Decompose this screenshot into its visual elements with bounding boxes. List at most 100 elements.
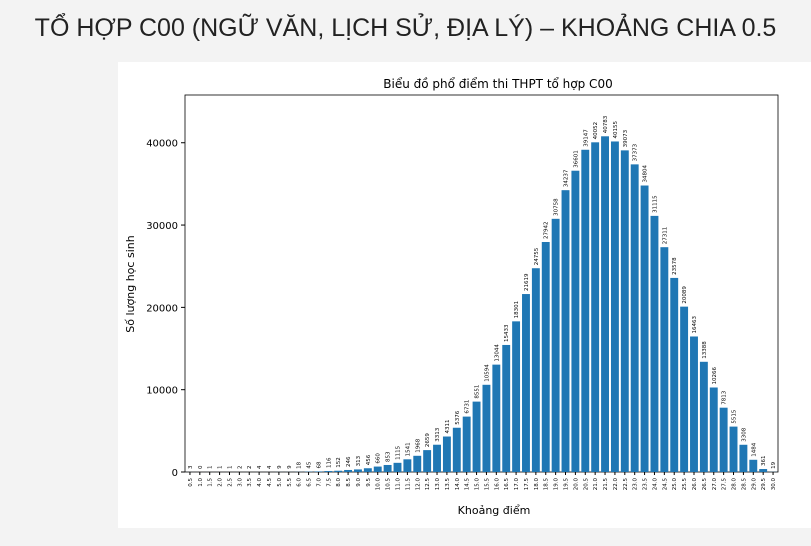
x-tick-label: 6.0 <box>297 478 303 487</box>
bar <box>423 450 432 472</box>
value-label: 10266 <box>712 366 718 384</box>
value-label: 18 <box>297 461 303 468</box>
bar <box>314 471 323 472</box>
x-tick-label: 14.5 <box>465 478 471 491</box>
bar <box>571 170 580 473</box>
value-label: 5515 <box>732 409 738 423</box>
x-tick-label: 29.5 <box>761 478 767 491</box>
value-label: 456 <box>366 454 372 465</box>
bar <box>620 150 629 472</box>
x-tick-label: 2.0 <box>218 478 224 487</box>
value-label: 36601 <box>573 150 579 168</box>
value-label: 6731 <box>465 400 471 414</box>
bar <box>512 321 521 472</box>
value-label: 9 <box>287 465 293 469</box>
bar <box>531 268 540 472</box>
bar <box>502 344 511 472</box>
x-tick-label: 15.0 <box>475 478 481 491</box>
bar <box>581 149 590 472</box>
chart-title: Biểu đồ phổ điểm thi THPT tổ hợp C00 <box>383 77 612 91</box>
value-label: 5376 <box>455 410 461 424</box>
bar <box>393 462 402 472</box>
x-tick-label: 8.0 <box>336 478 342 487</box>
bar <box>433 444 441 472</box>
value-label: 18301 <box>514 301 520 319</box>
value-label: 246 <box>346 456 352 467</box>
value-label: 10594 <box>484 364 490 382</box>
value-label: 40783 <box>603 115 609 133</box>
value-label: 40155 <box>613 120 619 138</box>
x-tick-label: 23.0 <box>633 478 639 491</box>
plot-frame <box>184 94 779 473</box>
x-tick-label: 13.5 <box>445 478 451 491</box>
x-tick-label: 26.5 <box>702 478 708 491</box>
y-axis-label: Số lượng học sinh <box>124 235 137 332</box>
bar <box>462 416 471 472</box>
bar <box>739 444 748 472</box>
bar <box>482 384 491 472</box>
x-tick-label: 12.0 <box>415 478 421 491</box>
x-tick-label: 15.5 <box>484 478 490 491</box>
value-label: 1115 <box>395 445 401 459</box>
x-tick-label: 19.5 <box>564 478 570 491</box>
bar <box>442 436 451 472</box>
value-label: 3308 <box>741 427 747 441</box>
bar <box>640 185 649 472</box>
value-label: 1968 <box>415 438 421 452</box>
value-label: 2659 <box>425 433 431 447</box>
value-label: 30758 <box>554 198 560 216</box>
bar <box>610 141 619 472</box>
bar <box>373 466 382 472</box>
x-tick-label: 1.5 <box>208 478 214 487</box>
value-label: 1 <box>227 465 233 469</box>
value-label: 0 <box>198 465 204 469</box>
x-tick-label: 20.5 <box>583 478 589 491</box>
bar <box>699 361 708 472</box>
x-tick-label: 27.0 <box>712 478 718 491</box>
bar <box>591 142 600 472</box>
value-label: 1484 <box>751 442 757 456</box>
value-label: 13388 <box>702 341 708 359</box>
bar <box>630 164 639 472</box>
bar <box>541 241 550 472</box>
x-tick-label: 6.5 <box>307 478 313 487</box>
value-label: 31115 <box>652 195 658 213</box>
x-tick-label: 11.5 <box>405 478 411 491</box>
value-label: 27942 <box>544 221 550 239</box>
value-label: 24755 <box>534 247 540 265</box>
x-tick-label: 9.5 <box>366 478 372 487</box>
value-label: 313 <box>356 455 362 466</box>
x-tick-label: 17.5 <box>524 478 530 491</box>
x-tick-label: 2.5 <box>227 478 233 487</box>
x-tick-label: 7.5 <box>326 478 332 487</box>
bar <box>670 277 679 472</box>
bar <box>403 459 412 472</box>
value-label: 3313 <box>435 427 441 441</box>
x-tick-label: 9.0 <box>356 478 362 487</box>
value-label: 4 <box>257 465 263 469</box>
bar <box>660 247 669 472</box>
value-label: 27311 <box>662 227 668 245</box>
chart: Biểu đồ phổ điểm thi THPT tổ hợp C00 Kho… <box>118 62 811 528</box>
x-tick-label: 0.5 <box>188 478 194 487</box>
x-tick-label: 17.0 <box>514 478 520 491</box>
bar <box>413 455 422 472</box>
x-tick-label: 3.0 <box>237 478 243 487</box>
value-label: 853 <box>386 451 392 462</box>
x-tick-label: 24.5 <box>662 478 668 491</box>
x-tick-label: 22.5 <box>623 478 629 491</box>
bar <box>354 469 362 472</box>
x-axis-label: Khoảng điểm <box>458 504 531 517</box>
x-tick-label: 5.5 <box>287 478 293 487</box>
x-tick-label: 11.0 <box>395 478 401 491</box>
x-tick-label: 18.0 <box>534 478 540 491</box>
y-tick-label: 0 <box>172 468 178 479</box>
value-label: 68 <box>316 461 322 468</box>
value-label: 1 <box>208 465 214 469</box>
x-tick-label: 5.0 <box>277 478 283 487</box>
value-label: 2 <box>247 465 253 469</box>
value-label: 1 <box>218 465 224 469</box>
bar <box>680 306 689 472</box>
bar <box>561 190 570 472</box>
x-tick-label: 21.0 <box>593 478 599 491</box>
